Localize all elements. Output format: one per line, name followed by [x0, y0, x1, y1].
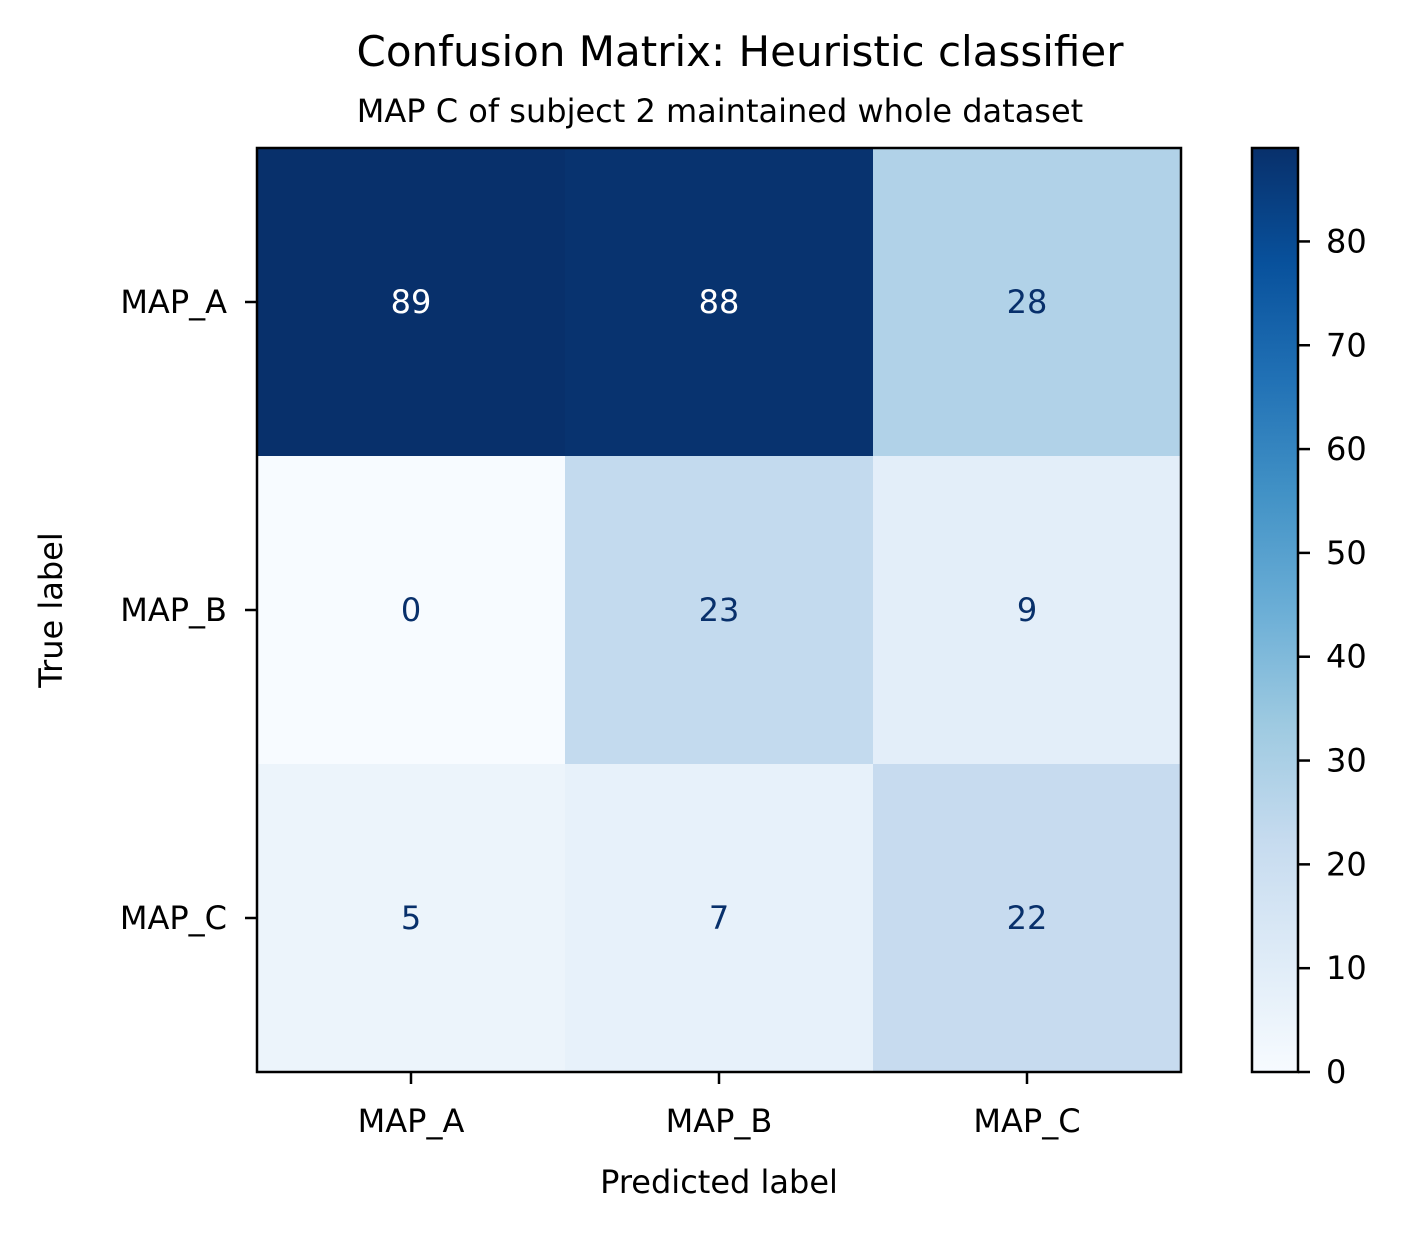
heatmap-cell	[257, 148, 566, 457]
heatmap-cell	[873, 764, 1182, 1073]
heatmap-cell	[565, 764, 874, 1073]
cell-value-label: 88	[699, 283, 740, 321]
colorbar-tick-label: 50	[1326, 534, 1367, 572]
heatmap-cell	[257, 456, 566, 765]
x-tick-label: MAP_A	[358, 1102, 465, 1140]
y-tick-label: MAP_C	[120, 899, 227, 937]
cell-value-labels: 89 88 28 0 23 9 5 7 22	[391, 283, 1048, 937]
colorbar-tick-label: 30	[1326, 742, 1367, 780]
y-axis-label: True label	[32, 532, 70, 689]
cell-value-label: 9	[1017, 591, 1037, 629]
cell-value-label: 28	[1007, 283, 1048, 321]
x-axis-ticks: MAP_A MAP_B MAP_C	[358, 1072, 1081, 1140]
x-axis-label: Predicted label	[600, 1163, 838, 1201]
cell-value-label: 5	[401, 899, 421, 937]
y-tick-label: MAP_B	[120, 591, 227, 629]
colorbar-tick-label: 20	[1326, 845, 1367, 883]
colorbar-tick-label: 40	[1326, 638, 1367, 676]
heatmap-cells	[257, 148, 1182, 1073]
x-tick-label: MAP_C	[973, 1102, 1080, 1140]
colorbar-tick-label: 0	[1326, 1053, 1346, 1091]
cell-value-label: 23	[699, 591, 740, 629]
heatmap-cell	[873, 148, 1182, 457]
heatmap-cell	[565, 148, 874, 457]
x-tick-label: MAP_B	[666, 1102, 773, 1140]
cell-value-label: 22	[1007, 899, 1048, 937]
heatmap-cell	[257, 764, 566, 1073]
heatmap-cell	[873, 456, 1182, 765]
cell-value-label: 89	[391, 283, 432, 321]
colorbar-tick-label: 10	[1326, 949, 1367, 987]
chart-subtitle: MAP C of subject 2 maintained whole data…	[357, 92, 1083, 130]
y-axis-ticks: MAP_A MAP_B MAP_C	[120, 283, 257, 937]
chart-title: Confusion Matrix: Heuristic classifier	[357, 27, 1125, 76]
colorbar-tick-label: 80	[1326, 222, 1367, 260]
colorbar-ticks: 0 10 20 30 40 50 60 70 80	[1298, 222, 1367, 1091]
heatmap-cell	[565, 456, 874, 765]
colorbar	[1250, 146, 1300, 1074]
y-tick-label: MAP_A	[120, 283, 227, 321]
cell-value-label: 0	[401, 591, 421, 629]
colorbar-tick-label: 60	[1326, 430, 1367, 468]
colorbar-tick-label: 70	[1326, 326, 1367, 364]
cell-value-label: 7	[709, 899, 729, 937]
